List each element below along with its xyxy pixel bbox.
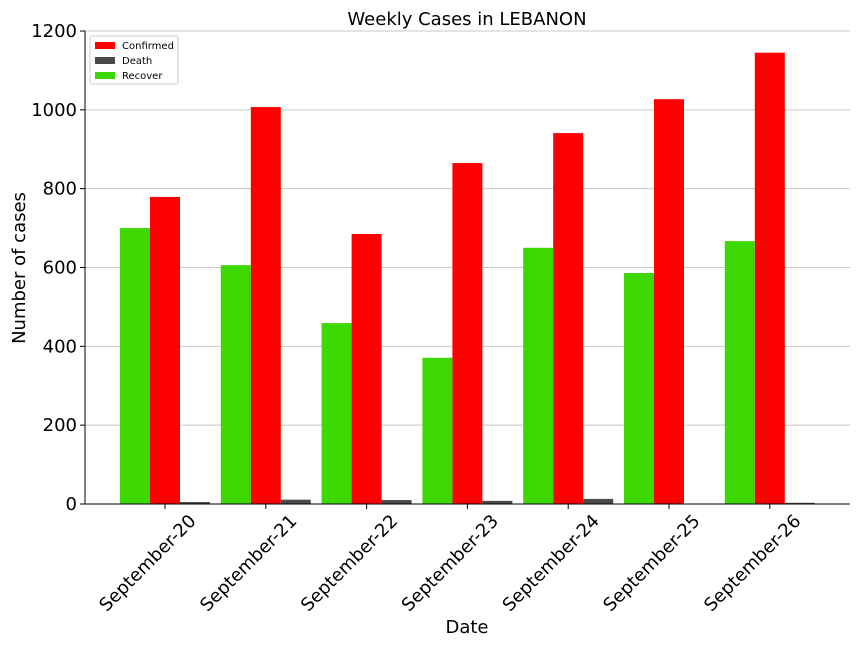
x-axis-title: Date — [445, 617, 488, 638]
y-tick-label: 400 — [43, 336, 77, 357]
legend-swatch-confirmed — [95, 42, 115, 49]
y-tick-label: 0 — [66, 494, 77, 515]
legend-label-recover: Recover — [122, 71, 163, 82]
bar-confirmed-september-20 — [150, 196, 180, 505]
x-tick-label: September-24 — [499, 511, 604, 616]
bar-recover-september-20 — [120, 228, 150, 505]
bar-recover-september-26 — [724, 241, 755, 505]
x-ticks: September-20September-21September-22Sept… — [95, 504, 805, 616]
y-axis-title: Number of cases — [9, 192, 30, 344]
bar-death-september-21 — [280, 499, 311, 504]
bar-death-september-23 — [482, 500, 513, 504]
x-tick-label: September-26 — [700, 511, 805, 616]
x-tick-label: September-25 — [599, 511, 704, 616]
bar-confirmed-september-23 — [452, 163, 483, 504]
legend-swatch-death — [95, 57, 115, 64]
legend-swatch-recover — [95, 72, 115, 79]
bar-recover-september-24 — [523, 247, 554, 504]
x-tick-label: September-22 — [297, 511, 402, 616]
bar-death-september-24 — [583, 498, 614, 504]
bar-confirmed-september-25 — [654, 99, 684, 505]
bar-confirmed-september-26 — [754, 52, 785, 504]
legend-label-death: Death — [122, 56, 152, 67]
bar-recover-september-25 — [624, 273, 654, 504]
y-tick-label: 1200 — [31, 21, 77, 42]
y-tick-label: 200 — [43, 415, 77, 436]
x-tick-label: September-20 — [95, 511, 200, 616]
bar-confirmed-september-22 — [351, 233, 382, 504]
legend-label-confirmed: Confirmed — [122, 41, 174, 52]
bar-recover-september-23 — [422, 357, 453, 504]
x-tick-label: September-23 — [398, 511, 503, 616]
bar-death-september-26 — [784, 502, 815, 504]
y-tick-label: 800 — [43, 179, 77, 200]
bar-recover-september-22 — [321, 323, 352, 504]
bar-recover-september-21 — [220, 265, 251, 504]
bar-confirmed-september-24 — [553, 133, 584, 504]
legend: Confirmed Death Recover — [89, 35, 179, 85]
x-tick-label: September-21 — [196, 511, 301, 616]
y-tick-label: 1000 — [31, 100, 77, 121]
y-ticks: 0 200 400 600 800 1000 1200 — [31, 21, 85, 515]
bar-death-september-22 — [381, 500, 412, 504]
y-tick-label: 600 — [43, 258, 77, 279]
bar-death-september-20 — [180, 502, 210, 504]
bar-confirmed-september-21 — [250, 107, 281, 505]
bars — [120, 52, 815, 505]
chart-title: Weekly Cases in LEBANON — [347, 9, 586, 30]
